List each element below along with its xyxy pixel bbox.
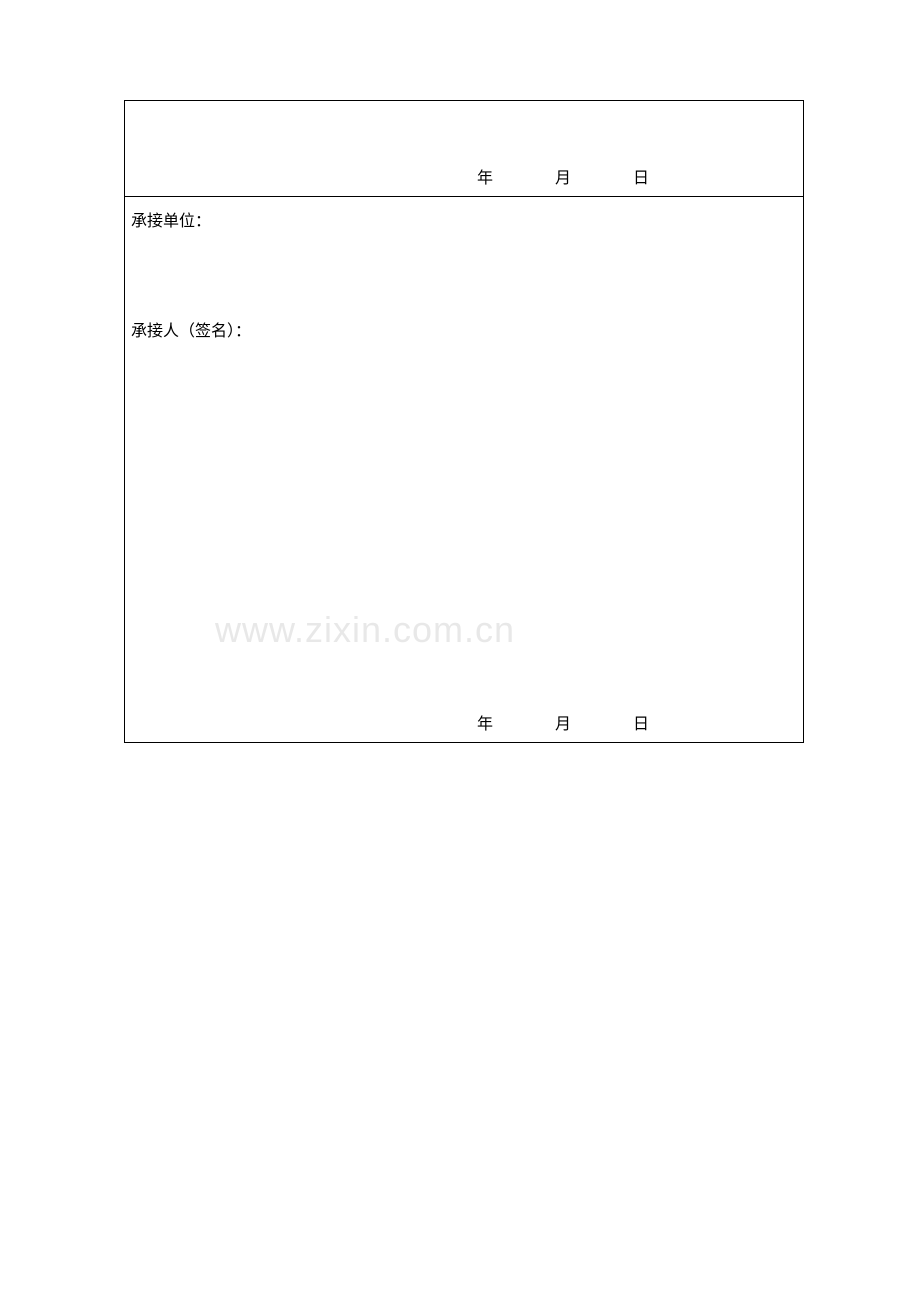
month-label: 月 [555,170,571,187]
table-border: 年月日 承接单位： 承接人（签名）： www.zixin.com.cn 年月日 [124,100,804,743]
month-label: 月 [555,716,571,733]
form-table: 年月日 承接单位： 承接人（签名）： www.zixin.com.cn 年月日 [124,100,804,743]
top-date-line: 年月日 [415,164,649,188]
receiver-signature-label: 承接人（签名）： [131,317,251,341]
bottom-date-line: 年月日 [415,710,649,734]
top-section: 年月日 [125,101,803,197]
receiving-unit-label: 承接单位： [131,207,211,231]
bottom-section: 承接单位： 承接人（签名）： www.zixin.com.cn 年 月 日 [125,197,803,742]
year-label: 年 [477,170,493,187]
year-label: 年 [477,716,493,733]
watermark-text: www.zixin.com.cn [215,609,515,651]
day-label: 日 [633,170,649,187]
day-label: 日 [633,716,649,733]
